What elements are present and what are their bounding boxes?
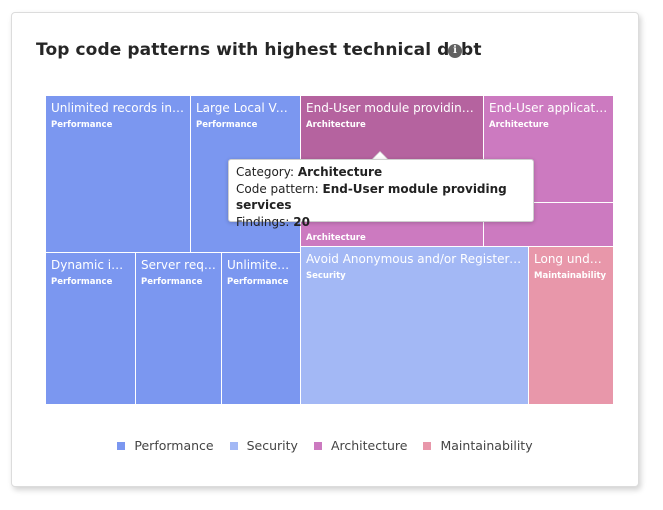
chart-legend: Performance Security Architecture Maintaina… — [12, 438, 638, 453]
tile-category-label: Architecture — [306, 120, 366, 130]
tooltip-arrow — [372, 152, 388, 160]
treemap-tile[interactable]: Avoid Anonymous and/or Registered ... Sec… — [301, 247, 529, 405]
chart-title: Top code patterns with highest technical… — [36, 40, 482, 60]
treemap: Unlimited records in A... Performance Larg… — [46, 96, 614, 405]
tooltip-findings-label: Findings: — [236, 214, 290, 229]
tile-pattern-name: Avoid Anonymous and/or Registered ... — [306, 252, 523, 266]
tile-pattern-name: Long undoc... — [534, 252, 608, 266]
legend-swatch — [423, 441, 432, 450]
tooltip-category-row: Category: Architecture — [236, 164, 526, 181]
tile-category-label: Performance — [141, 277, 203, 287]
tile-pattern-name: Dynamic inli... — [51, 258, 130, 272]
tile-pattern-name: End-User applicatio... — [489, 101, 608, 115]
tile-category-label: Performance — [227, 277, 289, 287]
tile-pattern-name: Unlimited records in A... — [51, 101, 185, 115]
tile-pattern-name: Server requ... — [141, 258, 216, 272]
legend-label: Maintainability — [440, 438, 533, 453]
legend-label: Security — [246, 438, 298, 453]
tile-category-label: Security — [306, 271, 346, 281]
legend-item[interactable]: Architecture — [313, 438, 408, 453]
tooltip: Category: Architecture Code pattern: End… — [228, 159, 534, 229]
treemap-tile[interactable]: Unlimited r... Performance — [222, 253, 301, 405]
legend-label: Architecture — [330, 438, 408, 453]
tooltip-findings-value: 20 — [293, 214, 310, 229]
legend-label: Performance — [134, 438, 214, 453]
tile-pattern-name: Unlimited r... — [227, 258, 295, 272]
tile-category-label: Performance — [196, 120, 258, 130]
tile-category-label: Maintainability — [534, 271, 607, 281]
tooltip-category-label: Category: — [236, 165, 294, 179]
info-icon[interactable]: i — [448, 44, 462, 58]
legend-item[interactable]: Maintainability — [423, 438, 533, 453]
chart-card: Top code patterns with highest technical… — [11, 12, 639, 487]
treemap-tile[interactable]: Dynamic inli... Performance — [46, 253, 136, 405]
legend-item[interactable]: Performance — [117, 438, 214, 453]
tooltip-category-value: Architecture — [297, 165, 383, 179]
tile-pattern-name: End-User module providing s... — [306, 101, 478, 115]
tooltip-pattern-label: Code pattern: — [236, 181, 319, 196]
tooltip-findings-row: Findings: 20 — [236, 214, 526, 231]
tile-category-label: Performance — [51, 120, 113, 130]
legend-swatch — [313, 441, 322, 450]
treemap-tile[interactable]: Long undoc... Maintainability — [529, 247, 614, 405]
tile-pattern-name: Large Local Vari... — [196, 101, 295, 115]
legend-item[interactable]: Security — [229, 438, 298, 453]
legend-swatch — [117, 441, 126, 450]
treemap-tile[interactable]: Server requ... Performance — [136, 253, 222, 405]
tile-category-label: Architecture — [306, 233, 366, 243]
tile-category-label: Performance — [51, 277, 113, 287]
tile-category-label: Architecture — [489, 120, 549, 130]
legend-swatch — [229, 441, 238, 450]
tooltip-pattern-value: End-User module providing services — [236, 181, 507, 213]
tooltip-pattern-row: Code pattern: End-User module providing … — [236, 181, 526, 214]
treemap-tile[interactable]: Unlimited records in A... Performance — [46, 96, 191, 253]
